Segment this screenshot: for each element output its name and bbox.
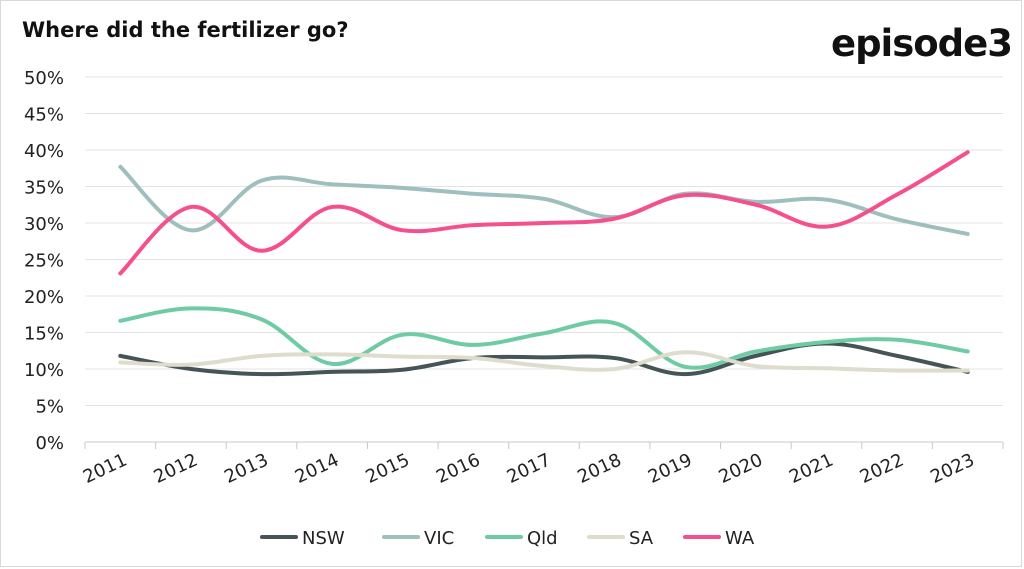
y-tick-label: 30% xyxy=(24,214,64,235)
legend-label: VIC xyxy=(424,528,454,549)
x-axis-ticks: 2011 2012 2013 2014 2015 2016 2017 2018 2019 2020… xyxy=(80,442,1004,488)
series-line-wa xyxy=(118,150,970,276)
x-tick-label: 2020 xyxy=(716,449,766,487)
legend: NSW VIC Qld SA WA xyxy=(260,528,755,549)
y-tick-label: 35% xyxy=(24,178,64,199)
x-tick-label: 2011 xyxy=(80,449,130,487)
x-tick-label: 2015 xyxy=(362,449,412,487)
y-tick-label: 5% xyxy=(35,397,64,418)
x-tick-label: 2019 xyxy=(645,449,695,487)
chart-title: Where did the fertilizer go? xyxy=(22,18,349,42)
series-line-vic xyxy=(118,164,970,236)
y-tick-label: 0% xyxy=(35,433,64,454)
legend-label: WA xyxy=(725,528,755,549)
y-tick-label: 20% xyxy=(24,287,64,308)
brand-logo: episode3 xyxy=(831,22,1012,65)
x-tick-label: 2016 xyxy=(433,449,483,487)
y-tick-label: 45% xyxy=(24,105,64,126)
x-tick-label: 2013 xyxy=(221,449,271,487)
legend-label: NSW xyxy=(302,528,345,549)
gridlines xyxy=(85,76,1003,443)
y-tick-label: 50% xyxy=(24,68,64,89)
y-tick-label: 15% xyxy=(24,324,64,345)
series-line-qld xyxy=(118,306,970,370)
y-tick-label: 10% xyxy=(24,360,64,381)
x-tick-label: 2021 xyxy=(786,449,836,487)
y-tick-label: 25% xyxy=(24,251,64,272)
series-line-sa xyxy=(118,350,970,373)
y-tick-label: 40% xyxy=(24,141,64,162)
legend-label: SA xyxy=(629,528,654,549)
x-tick-label: 2017 xyxy=(504,449,554,487)
series-lines xyxy=(118,150,970,377)
x-tick-label: 2022 xyxy=(857,449,907,487)
x-tick-label: 2023 xyxy=(927,449,977,487)
x-tick-label: 2018 xyxy=(574,449,624,487)
x-tick-label: 2012 xyxy=(151,449,201,487)
x-tick-label: 2014 xyxy=(292,449,342,487)
y-axis-ticks: 0% 5% 10% 15% 20% 25% 30% 35% 40% 45% 50% xyxy=(24,68,64,454)
legend-label: Qld xyxy=(527,528,558,549)
